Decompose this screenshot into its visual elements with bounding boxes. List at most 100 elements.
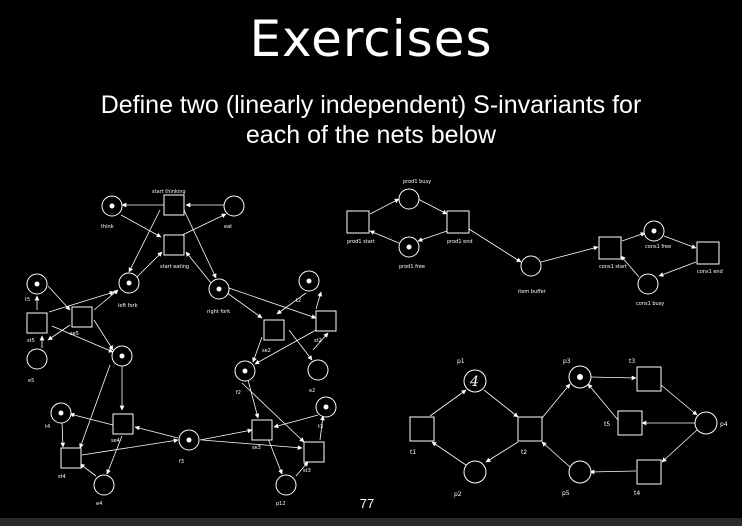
p-t-net: 4 p1 p2 p3 p4 p5 t1 t2 t3 <box>409 358 728 498</box>
token <box>126 280 132 286</box>
subtitle-line-1: Define two (linearly independent) S-inva… <box>100 91 642 119</box>
transition-st5 <box>26 312 48 334</box>
p-t-arcs <box>429 375 698 475</box>
token <box>58 410 64 416</box>
label-se2: se2 <box>262 348 271 354</box>
p-t-nodes: 4 <box>409 365 718 485</box>
token <box>109 203 115 209</box>
label-st2: st2 <box>314 338 322 344</box>
label-cons1-busy: cons1 busy <box>636 301 664 307</box>
page-number: 77 <box>359 496 375 511</box>
label-start-eating: start eating <box>160 264 189 270</box>
transition-t1 <box>409 416 435 442</box>
transition-prod1-end <box>446 210 470 234</box>
label-e5: e5 <box>28 378 34 384</box>
transition-cons1-start <box>598 236 622 260</box>
label-e2: e2 <box>309 388 315 394</box>
transition-se4 <box>112 413 134 435</box>
transition-start-thinking <box>163 194 185 216</box>
transition-st2 <box>315 310 337 332</box>
producer-consumer-arcs <box>369 198 697 278</box>
place-p2 <box>463 460 487 484</box>
place-p1 <box>463 369 487 393</box>
place-e4 <box>93 474 115 496</box>
label-st5: st5 <box>27 338 35 344</box>
place-p4 <box>694 411 718 435</box>
subtitle-line-2: each of the nets below <box>245 121 497 149</box>
label-t2: t2 <box>296 298 301 304</box>
token <box>577 374 583 380</box>
label-t1: t1 <box>410 449 416 456</box>
token <box>406 244 412 250</box>
label-t3: t3 <box>629 358 635 365</box>
place-item-buffer <box>520 255 542 277</box>
token <box>306 278 312 284</box>
transition-prod1-start <box>346 210 370 234</box>
label-st4: st4 <box>58 474 66 480</box>
label-cons1-end: cons1 end <box>697 269 723 275</box>
label-t3: t3 <box>318 424 323 430</box>
place-p12 <box>275 474 297 496</box>
transition-st3 <box>303 441 325 463</box>
place-e5 <box>26 348 48 370</box>
label-item-buffer: item buffer <box>518 289 547 295</box>
producer-consumer-labels: prod1 busy prod1 start prod1 free prod1 … <box>347 179 723 307</box>
transition-t5 <box>617 410 643 436</box>
p-t-labels: p1 p2 p3 p4 p5 t1 t2 t3 t5 t4 <box>410 358 728 498</box>
place-eat <box>223 195 245 217</box>
philosophers-places <box>26 195 337 496</box>
label-left-fork: left fork <box>118 303 138 309</box>
transition-start-eating <box>163 234 185 256</box>
label-eat: eat <box>224 224 232 230</box>
label-prod1-free: prod1 free <box>399 264 425 270</box>
label-f3: f3 <box>179 459 184 465</box>
transition-t3 <box>636 366 662 392</box>
label-p2: p2 <box>454 491 462 498</box>
label-p1: p1 <box>457 358 465 365</box>
label-se4: se4 <box>111 438 120 444</box>
label-e4: e4 <box>96 501 102 507</box>
label-p3: p3 <box>563 358 571 365</box>
token <box>186 437 192 443</box>
philosophers-arcs <box>34 202 329 477</box>
transition-se2 <box>263 319 285 341</box>
place-prod1-busy <box>398 188 420 210</box>
label-prod1-busy: prod1 busy <box>403 179 431 185</box>
label-se3: se3 <box>252 445 261 451</box>
transition-se3 <box>251 419 273 441</box>
producer-consumer-net: prod1 busy prod1 start prod1 free prod1 … <box>346 179 723 307</box>
transition-t2 <box>517 416 543 442</box>
label-t4: t4 <box>634 490 640 497</box>
token <box>119 353 125 359</box>
label-t5: t5 <box>604 421 610 428</box>
label-se5: se5 <box>70 331 79 337</box>
label-p4: p4 <box>720 421 728 428</box>
label-cons1-free: cons1 free <box>645 244 671 250</box>
transition-cons1-end <box>696 241 720 265</box>
label-t4: t4 <box>45 424 50 430</box>
token <box>242 368 248 374</box>
transition-se5 <box>71 306 93 328</box>
label-p5: p5 <box>562 490 570 497</box>
place-e2 <box>307 359 329 381</box>
token <box>216 286 222 292</box>
philosophers-labels: start thinking think eat start eating le… <box>25 189 323 507</box>
slide-title: Exercises <box>249 10 493 68</box>
bottom-bar <box>0 518 742 526</box>
philosophers-net: start thinking think eat start eating le… <box>25 189 337 507</box>
token <box>651 228 657 234</box>
label-think: think <box>101 224 114 230</box>
token <box>34 281 40 287</box>
label-f2: f2 <box>236 390 241 396</box>
label-prod1-start: prod1 start <box>347 239 375 245</box>
label-prod1-end: prod1 end <box>447 239 473 245</box>
place-p5 <box>568 460 592 484</box>
label-cons1-start: cons1 start <box>599 264 627 270</box>
token <box>323 404 329 410</box>
place-p1-token-count: 4 <box>469 374 479 390</box>
transition-t4 <box>636 459 662 485</box>
producer-consumer-nodes <box>346 188 720 295</box>
label-p12: p12 <box>276 501 286 507</box>
